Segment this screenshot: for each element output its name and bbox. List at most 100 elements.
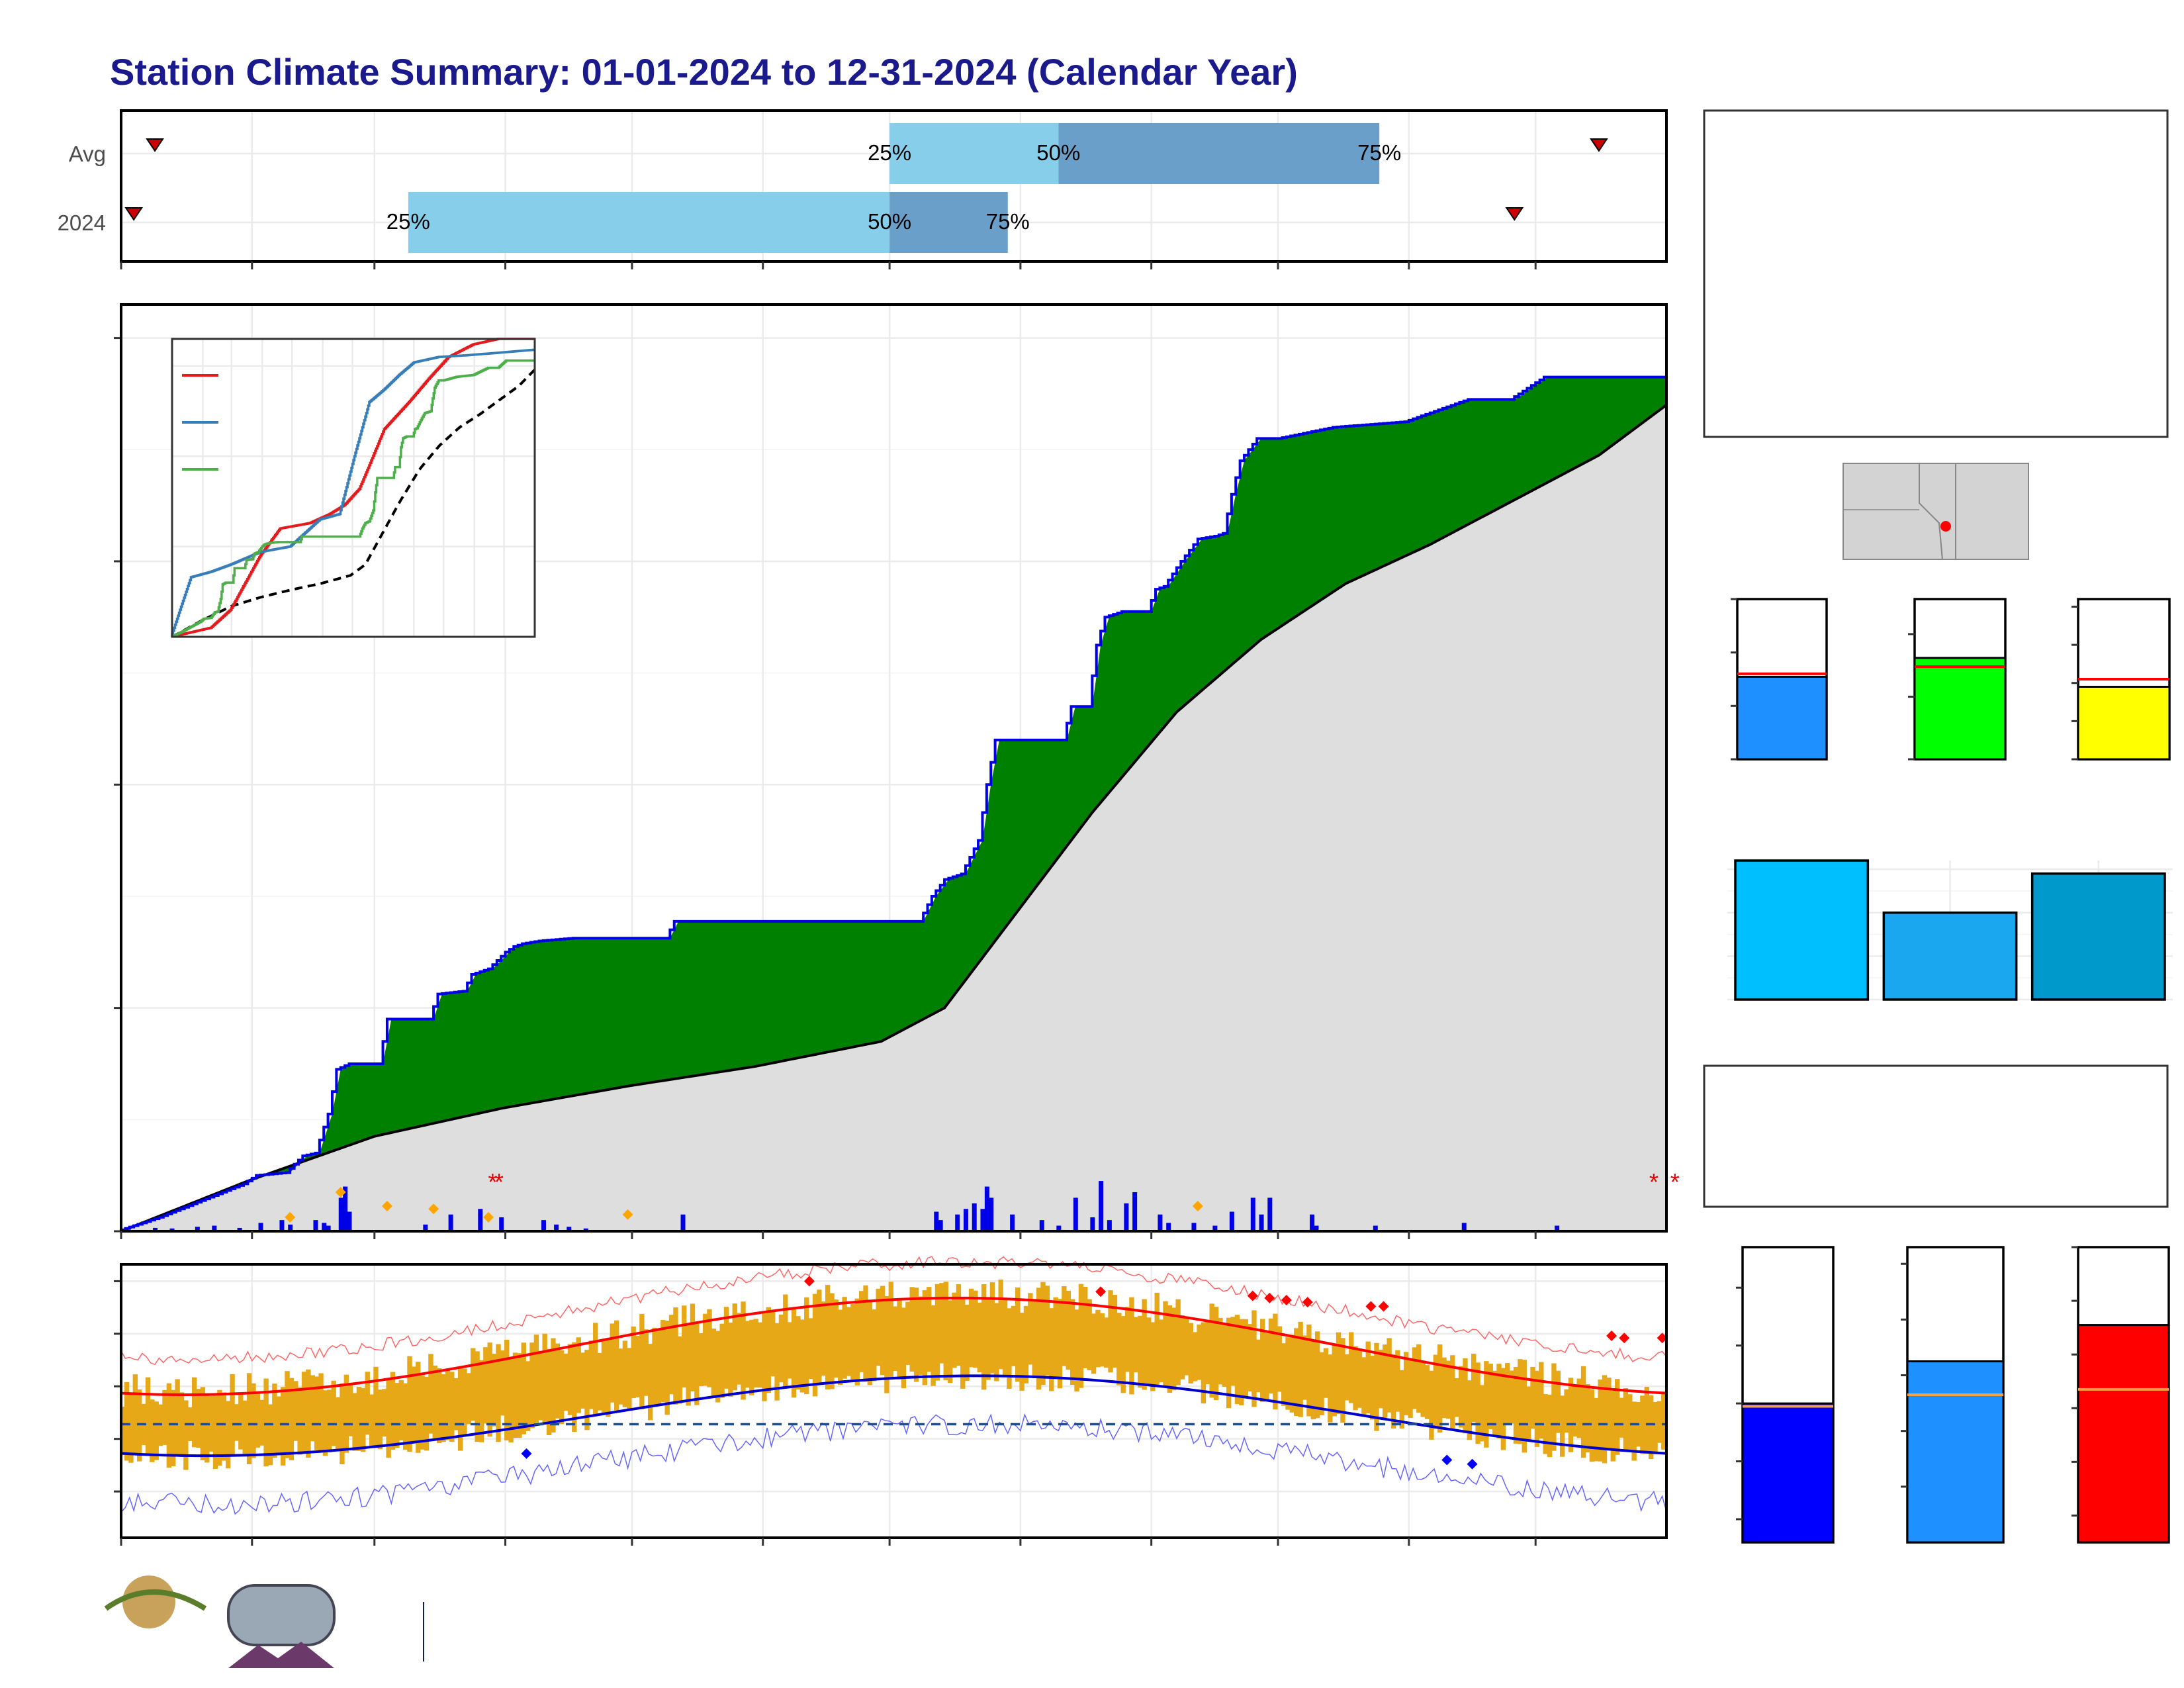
daily-temp-bar xyxy=(445,1369,451,1440)
daily-precip-bar xyxy=(1250,1197,1255,1231)
daily-temp-bar xyxy=(478,1360,484,1442)
snow-marker xyxy=(335,1186,346,1197)
daily-temp-bar xyxy=(124,1382,130,1461)
daily-temp-bar xyxy=(1378,1349,1384,1409)
csap-logo-cloud xyxy=(227,1584,336,1646)
daily-temp-bar xyxy=(664,1321,670,1415)
daily-temp-bar xyxy=(1040,1282,1046,1385)
daily-temp-bar xyxy=(196,1389,201,1448)
daily-temp-bar xyxy=(643,1329,649,1396)
daily-precip-bar xyxy=(423,1224,428,1231)
daily-temp-bar xyxy=(787,1322,792,1379)
daily-temp-bar xyxy=(1099,1313,1105,1367)
daily-temp-bar xyxy=(1361,1357,1367,1417)
daily-temp-bar xyxy=(846,1307,852,1376)
daily-temp-bar xyxy=(276,1396,281,1454)
daily-temp-bar xyxy=(1023,1305,1029,1383)
daily-temp-bar xyxy=(1594,1397,1599,1462)
daily-temp-bar xyxy=(411,1366,417,1442)
daily-precip-bar xyxy=(1056,1225,1062,1231)
daily-temp-bar xyxy=(246,1373,252,1465)
daily-temp-bar xyxy=(1349,1332,1354,1403)
daily-temp-bar xyxy=(1610,1391,1615,1462)
daily-temp-bar xyxy=(1049,1308,1054,1391)
daily-temp-bar xyxy=(994,1303,999,1382)
daily-temp-bar xyxy=(985,1298,991,1380)
daily-temp-bar xyxy=(631,1326,636,1399)
daily-temp-bar xyxy=(1509,1370,1514,1424)
daily-temp-bar xyxy=(137,1389,142,1462)
daily-temp-bar xyxy=(1488,1364,1493,1430)
daily-precip-bar xyxy=(169,1228,175,1231)
daily-temp-bar xyxy=(1069,1299,1075,1385)
daily-temp-bar xyxy=(128,1394,134,1463)
daily-temp-bar xyxy=(956,1284,962,1366)
daily-precip-bar xyxy=(1310,1214,1315,1231)
daily-precip-bar xyxy=(313,1220,318,1231)
daily-temp-bar xyxy=(191,1377,197,1448)
daily-temp-bar xyxy=(1294,1328,1299,1417)
daily-temp-bar xyxy=(1353,1346,1358,1411)
daily-temp-bar xyxy=(1399,1370,1404,1429)
daily-temp-bar xyxy=(1403,1352,1409,1415)
daily-temp-bar xyxy=(398,1380,404,1441)
daily-temp-bar xyxy=(1028,1293,1033,1365)
daily-temp-bar xyxy=(120,1406,125,1453)
daily-temp-bar xyxy=(1260,1319,1265,1402)
daily-temp-bar xyxy=(783,1294,788,1387)
timing-pct-label: 75% xyxy=(986,209,1030,234)
daily-temp-bar xyxy=(436,1368,442,1444)
daily-temp-bar xyxy=(652,1327,657,1405)
daily-temp-bar xyxy=(1095,1309,1101,1368)
daily-precip-bar xyxy=(448,1214,453,1231)
daily-temp-bar xyxy=(508,1359,514,1443)
daily-temp-bar xyxy=(1062,1286,1067,1366)
daily-temp-bar xyxy=(934,1284,940,1381)
daily-temp-bar xyxy=(567,1344,573,1415)
daily-precip-bar xyxy=(347,1211,352,1231)
daily-temp-bar xyxy=(580,1352,586,1409)
daily-temp-bar xyxy=(555,1343,560,1419)
daily-temp-bar xyxy=(668,1315,674,1395)
inset-series-2024 xyxy=(171,359,535,638)
daily-temp-bar xyxy=(356,1387,362,1451)
daily-temp-bar xyxy=(1019,1313,1024,1391)
daily-precip-bar xyxy=(1158,1214,1163,1231)
daily-temp-bar xyxy=(736,1313,742,1385)
timing-marker xyxy=(1505,207,1524,221)
daily-precip-bar xyxy=(478,1209,483,1231)
precip-events-chart xyxy=(1727,859,2173,1001)
daily-temp-bar xyxy=(707,1309,712,1387)
inset-series-2017 xyxy=(171,348,535,637)
daily-temp-bar xyxy=(745,1321,751,1388)
daily-temp-bar xyxy=(1112,1295,1118,1368)
snow-marker xyxy=(483,1211,494,1223)
daily-temp-bar xyxy=(766,1307,771,1393)
timing-row-label: 2024 xyxy=(58,211,106,235)
daily-temp-bar xyxy=(212,1395,218,1469)
daily-precip-bar xyxy=(1010,1214,1015,1231)
daily-temp-bar xyxy=(799,1319,805,1393)
daily-temp-bar xyxy=(1437,1344,1443,1433)
daily-temp-bar xyxy=(939,1283,944,1364)
daily-temp-bar xyxy=(829,1293,835,1389)
daily-temp-bar xyxy=(1243,1319,1248,1398)
daily-temp-bar xyxy=(960,1299,966,1389)
daily-temp-bar xyxy=(1627,1394,1633,1451)
daily-precip-bar xyxy=(1314,1225,1319,1231)
daily-temp-bar xyxy=(1560,1395,1565,1457)
daily-precip-bar xyxy=(583,1228,588,1231)
daily-temp-bar xyxy=(1555,1370,1561,1433)
daily-temp-bar xyxy=(833,1299,839,1378)
daily-temp-bar xyxy=(943,1282,948,1381)
daily-precip-bar xyxy=(1132,1192,1138,1231)
daily-temp-bar xyxy=(280,1387,286,1466)
daily-temp-bar xyxy=(1416,1344,1422,1413)
record-low-marker xyxy=(521,1448,532,1459)
daily-precip-bar xyxy=(1555,1225,1560,1231)
daily-temp-bar xyxy=(1255,1339,1261,1393)
daily-temp-bar xyxy=(863,1285,868,1382)
daily-temp-bar xyxy=(1344,1354,1350,1401)
daily-temp-bar xyxy=(610,1323,615,1403)
daily-temp-bar xyxy=(1247,1324,1253,1392)
